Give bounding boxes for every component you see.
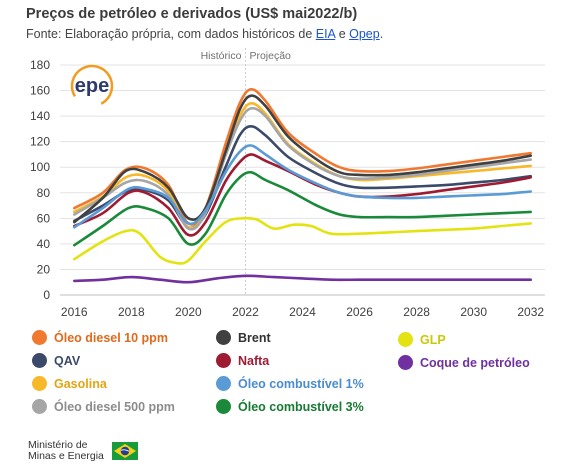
legend-item-nafta: Nafta xyxy=(216,353,269,368)
series-line-gasolina xyxy=(73,101,532,230)
legend-label: Coque de petróleo xyxy=(420,355,530,370)
legend-item-brent: Brent xyxy=(216,330,271,345)
legend-label: GLP xyxy=(420,332,446,347)
y-tick-label: 100 xyxy=(30,160,50,174)
legend-label: Óleo diesel 10 ppm xyxy=(54,330,168,345)
legend-item-gasolina: Gasolina xyxy=(32,376,107,391)
y-tick-label: 80 xyxy=(37,186,51,200)
eia-link[interactable]: EIA xyxy=(315,27,336,41)
legend-label: Gasolina xyxy=(54,376,107,391)
legend-swatch xyxy=(216,399,231,414)
opep-link[interactable]: Opep xyxy=(349,27,380,41)
legend-label: QAV xyxy=(54,353,81,368)
line-chart: 0 20 40 60 80 100 120 140 160 180 2016 2018 2020 2022… xyxy=(30,48,545,319)
y-tick-label: 160 xyxy=(30,84,50,98)
region-label-historico: Histórico xyxy=(201,50,242,62)
legend-item-glp: GLP xyxy=(398,332,446,347)
x-tick-label: 2020 xyxy=(175,305,202,319)
series-line-oleo-combustivel-3 xyxy=(73,170,532,247)
series-line-coque-de-petroleo xyxy=(73,274,532,284)
legend-item-oleo-combustivel-3: Óleo combustível 3% xyxy=(216,399,364,414)
legend-swatch xyxy=(32,330,47,345)
series-line-qav xyxy=(73,125,532,230)
legend-swatch xyxy=(216,330,231,345)
ministry-line-2: Minas e Energia xyxy=(28,450,104,462)
x-tick-label: 2016 xyxy=(61,305,88,319)
source-suffix: . xyxy=(379,27,384,41)
chart-subtitle: Fonte: Elaboração própria, com dados his… xyxy=(26,27,383,41)
legend-item-oleo-combustivel-1: Óleo combustível 1% xyxy=(216,376,364,391)
series-line-oleo-combustivel-1 xyxy=(73,144,532,229)
chart-title: Preços de petróleo e derivados (US$ mai2… xyxy=(26,6,358,22)
x-tick-label: 2024 xyxy=(289,305,316,319)
region-label-projecao: Projeção xyxy=(249,50,291,62)
legend-item-diesel-10ppm: Óleo diesel 10 ppm xyxy=(32,330,168,345)
epe-logo-text: epe xyxy=(75,75,109,97)
ministry-name: Ministério de Minas e Energia xyxy=(28,440,104,462)
legend-item-diesel-500ppm: Óleo diesel 500 ppm xyxy=(32,399,175,414)
y-tick-label: 20 xyxy=(37,262,51,276)
legend-label: Nafta xyxy=(238,353,270,368)
brazil-flag-icon xyxy=(111,442,138,460)
x-tick-label: 2026 xyxy=(346,305,373,319)
legend-swatch xyxy=(398,332,413,347)
legend-label: Óleo combustível 1% xyxy=(238,376,364,391)
x-tick-label: 2030 xyxy=(460,305,487,319)
legend-swatch xyxy=(216,353,231,368)
legend: Óleo diesel 10 ppm QAV Gasolina Óleo die… xyxy=(0,326,566,426)
x-tick-label: 2028 xyxy=(403,305,430,319)
series-line-brent xyxy=(73,94,532,224)
y-tick-label: 140 xyxy=(30,109,50,123)
series-line-oleo-diesel-500-ppm xyxy=(73,106,532,231)
legend-item-qav: QAV xyxy=(32,353,80,368)
x-tick-label: 2018 xyxy=(118,305,145,319)
y-tick-label: 60 xyxy=(37,211,51,225)
legend-label: Óleo combustível 3% xyxy=(238,399,364,414)
footer-ministry: Ministério de Minas e Energia xyxy=(28,440,138,462)
source-text: Fonte: Elaboração própria, com dados his… xyxy=(26,27,316,41)
legend-swatch xyxy=(398,355,413,370)
ministry-line-1: Ministério de xyxy=(28,439,88,451)
series-line-glp xyxy=(73,216,532,265)
legend-label: Brent xyxy=(238,330,271,345)
legend-swatch xyxy=(32,353,47,368)
legend-item-coque: Coque de petróleo xyxy=(398,355,530,370)
epe-logo-ring xyxy=(70,64,114,108)
legend-swatch xyxy=(32,376,47,391)
legend-swatch xyxy=(216,376,231,391)
x-tick-label: 2022 xyxy=(232,305,259,319)
series-line-nafta xyxy=(73,153,532,237)
legend-label: Óleo diesel 500 ppm xyxy=(54,399,175,414)
y-tick-label: 0 xyxy=(43,288,50,302)
y-tick-label: 120 xyxy=(30,135,50,149)
series-line-oleo-diesel-10-ppm xyxy=(73,88,532,226)
source-connector: e xyxy=(335,27,350,41)
legend-swatch xyxy=(32,399,47,414)
y-tick-label: 180 xyxy=(30,58,50,72)
y-tick-label: 40 xyxy=(37,237,51,251)
x-tick-label: 2032 xyxy=(517,305,544,319)
